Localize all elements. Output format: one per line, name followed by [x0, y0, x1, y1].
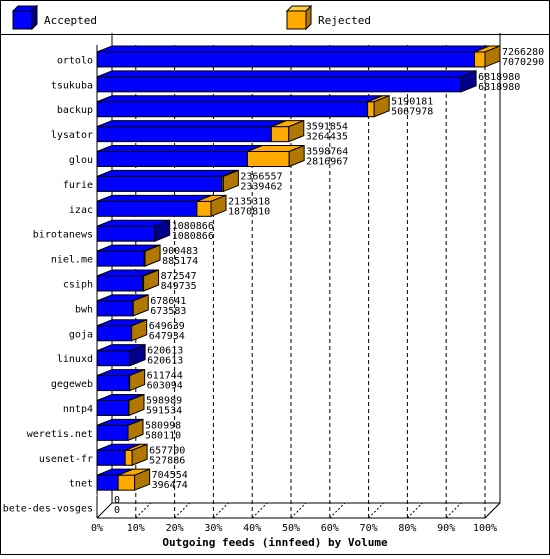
- category-label: linuxd: [57, 354, 93, 365]
- category-label: tnet: [69, 479, 93, 490]
- bar-rejected[interactable]: [271, 127, 288, 142]
- bar-accepted-top: [97, 170, 237, 176]
- accepted-value-label: 396474: [152, 480, 188, 491]
- bar-rejected[interactable]: [125, 450, 132, 465]
- accepted-value-label: 6818980: [478, 82, 520, 93]
- category-label: glou: [69, 155, 93, 166]
- accepted-value-label: 7070290: [502, 57, 544, 68]
- category-label: niel.me: [51, 255, 93, 266]
- accepted-value-label: 1080866: [172, 231, 214, 242]
- accepted-value-label: 1870810: [228, 206, 270, 217]
- category-label: ortolo: [57, 55, 93, 66]
- grid-floor-line: [446, 503, 461, 518]
- bar-accepted[interactable]: [97, 226, 155, 241]
- category-label: bwh: [75, 304, 93, 315]
- grid-floor-line: [252, 503, 267, 518]
- bar-accepted-top: [97, 146, 262, 152]
- x-tick-label: 70%: [360, 523, 378, 534]
- legend-accepted-label: Accepted: [44, 14, 97, 27]
- accepted-value-label: 591534: [146, 405, 182, 416]
- category-label: nntp4: [63, 404, 93, 415]
- category-label: tsukuba: [51, 80, 93, 91]
- grid-floor-line: [136, 503, 151, 518]
- x-axis-title: Outgoing feeds (innfeed) by Volume: [162, 536, 388, 549]
- category-label: csiph: [63, 280, 93, 291]
- legend-accepted-swatch: [13, 11, 32, 29]
- category-label: lysator: [51, 130, 93, 141]
- bar-accepted[interactable]: [97, 127, 271, 142]
- x-tick-label: 20%: [166, 523, 184, 534]
- grid-floor-line: [175, 503, 190, 518]
- category-label: birotanews: [33, 230, 93, 241]
- grid-floor-line: [291, 503, 306, 518]
- grid-floor-line: [330, 503, 345, 518]
- bar-accepted-top: [97, 96, 383, 102]
- grid-floor-line: [213, 503, 228, 518]
- x-tick-label: 50%: [282, 523, 300, 534]
- accepted-value-label: 673583: [150, 306, 186, 317]
- bar-accepted[interactable]: [97, 425, 128, 440]
- bar-accepted[interactable]: [97, 376, 129, 391]
- bar-accepted-top: [97, 46, 490, 52]
- bar-accepted-top: [97, 71, 476, 77]
- accepted-value-label: 647934: [149, 331, 185, 342]
- accepted-value-label: 527886: [149, 455, 185, 466]
- bar-rejected[interactable]: [368, 102, 375, 117]
- x-tick-label: 60%: [321, 523, 339, 534]
- bar-accepted[interactable]: [97, 251, 144, 266]
- bar-accepted[interactable]: [97, 400, 129, 415]
- bar-accepted[interactable]: [97, 52, 475, 67]
- accepted-value-label: 603094: [147, 381, 183, 392]
- grid-floor-line: [369, 503, 384, 518]
- bar-rejected[interactable]: [247, 152, 289, 167]
- bar-rejected[interactable]: [475, 52, 485, 67]
- category-label: weretis.net: [27, 429, 93, 440]
- accepted-value-label: 2339462: [240, 181, 282, 192]
- accepted-value-label: 0: [114, 505, 120, 516]
- accepted-value-label: 620613: [147, 356, 183, 367]
- bar-accepted[interactable]: [97, 351, 130, 366]
- accepted-value-label: 3264435: [306, 132, 348, 143]
- x-tick-label: 100%: [473, 523, 497, 534]
- x-tick-label: 80%: [398, 523, 416, 534]
- bar-rejected[interactable]: [118, 475, 134, 490]
- x-tick-label: 30%: [204, 523, 222, 534]
- accepted-value-label: 5067978: [391, 107, 433, 118]
- category-label: gegeweb: [51, 379, 93, 390]
- category-label: goja: [69, 329, 93, 340]
- bar-accepted-top: [97, 121, 286, 127]
- grid-floor-line: [407, 503, 422, 518]
- category-label: furie: [63, 180, 93, 191]
- x-tick-label: 90%: [437, 523, 455, 534]
- x-tick-label: 10%: [127, 523, 145, 534]
- category-label: usenet-fr: [39, 454, 93, 465]
- bar-accepted[interactable]: [97, 201, 197, 216]
- accepted-value-label: 580110: [145, 430, 181, 441]
- accepted-value-label: 2816967: [306, 157, 348, 168]
- accepted-value-label: 885174: [162, 256, 198, 267]
- bar-accepted-top: [97, 195, 212, 201]
- bar-accepted[interactable]: [97, 176, 222, 191]
- plot-corner-edge-right: [485, 503, 500, 518]
- bar-accepted[interactable]: [97, 326, 132, 341]
- bar-rejected[interactable]: [197, 201, 211, 216]
- category-label: izac: [69, 205, 93, 216]
- category-label: backup: [57, 105, 93, 116]
- x-tick-label: 40%: [243, 523, 261, 534]
- bar-accepted[interactable]: [97, 475, 118, 490]
- legend-rejected-label: Rejected: [318, 14, 371, 27]
- bar-accepted[interactable]: [97, 77, 461, 92]
- bar-accepted[interactable]: [97, 301, 133, 316]
- legend-rejected-swatch: [287, 11, 306, 29]
- bar-accepted[interactable]: [97, 450, 125, 465]
- x-tick-label: 0%: [91, 523, 103, 534]
- bar-accepted[interactable]: [97, 276, 142, 291]
- accepted-value-label: 849735: [161, 281, 197, 292]
- bar-accepted[interactable]: [97, 152, 247, 167]
- category-label: bete-des-vosges: [3, 504, 93, 515]
- bar-accepted[interactable]: [97, 102, 368, 117]
- plot-corner-edge: [97, 503, 112, 518]
